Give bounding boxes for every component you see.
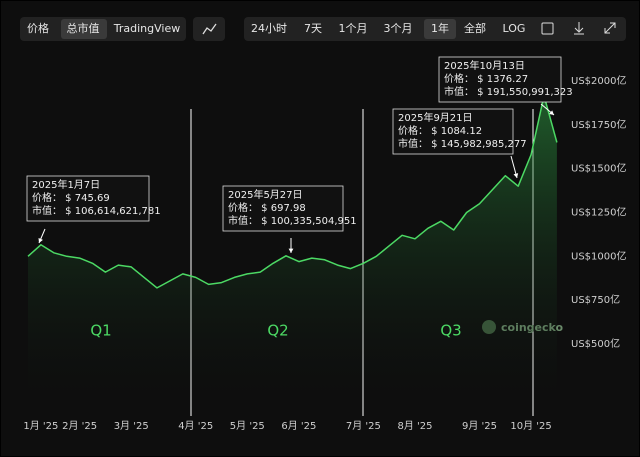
range-tab[interactable]: 3个月	[384, 22, 413, 35]
calendar-icon[interactable]	[541, 22, 554, 35]
download-icon[interactable]	[574, 22, 584, 35]
y-tick-label: US$1750亿	[571, 118, 626, 131]
toolbar-tab[interactable]: 总市值	[67, 21, 100, 35]
expand-icon[interactable]	[604, 22, 616, 34]
annotation-text: 2025年10月13日	[444, 59, 525, 72]
x-tick-label: 8月 '25	[397, 420, 432, 432]
x-tick-label: 2月 '25	[62, 420, 97, 432]
chart-icon	[202, 23, 217, 35]
y-tick-label: US$2000亿	[571, 74, 626, 87]
arrow-head	[38, 238, 43, 243]
range-tab[interactable]: 7天	[304, 22, 322, 35]
annotation-box	[26, 175, 150, 222]
x-tick-label: 6月 '25	[281, 420, 316, 432]
range-tab[interactable]: 1个月	[339, 22, 368, 35]
quarter-label: Q2	[267, 322, 288, 340]
range-tab[interactable]: LOG	[503, 22, 526, 35]
toolbar-tab[interactable]: 价格	[27, 21, 49, 35]
y-tick-label: US$1000亿	[571, 249, 626, 262]
annotation-box	[222, 185, 344, 232]
area-fill	[28, 95, 557, 416]
annotation-text: 市值： $ 106,614,621,781	[32, 204, 161, 217]
annotation-text: 价格： $ 697.98	[228, 201, 306, 214]
annotation-text: 价格： $ 1084.12	[398, 124, 482, 137]
annotation-box	[392, 108, 514, 155]
x-tick-label: 3月 '25	[114, 420, 149, 432]
y-tick-label: US$1500亿	[571, 162, 626, 175]
range-tab[interactable]: 24小时	[251, 22, 287, 35]
y-tick-label: US$1250亿	[571, 206, 626, 219]
annotation-text: 市值： $ 191,550,991,323	[444, 85, 573, 98]
annotation-text: 价格： $ 1376.27	[444, 72, 528, 85]
active-tab	[61, 19, 107, 39]
annotation-box	[438, 56, 562, 103]
x-tick-label: 10月 '25	[510, 420, 551, 432]
annotation-text: 2025年9月21日	[398, 111, 473, 124]
active-tab	[424, 19, 456, 39]
range-tab[interactable]: 全部	[464, 21, 486, 35]
arrow-head	[513, 173, 519, 178]
toolbar-tab[interactable]: TradingView	[113, 22, 180, 35]
arrow-head	[549, 110, 554, 115]
annotation-text: 2025年5月27日	[228, 188, 303, 201]
y-tick-label: US$500亿	[571, 337, 620, 350]
quarter-label: Q1	[90, 322, 111, 340]
x-tick-label: 4月 '25	[178, 420, 213, 432]
arrow-head	[288, 248, 294, 253]
x-tick-label: 9月 '25	[462, 420, 497, 432]
x-tick-label: 5月 '25	[230, 420, 265, 432]
annotation-text: 市值： $ 145,982,985,277	[398, 137, 527, 150]
x-tick-label: 7月 '25	[346, 420, 381, 432]
annotation-text: 价格： $ 745.69	[32, 191, 110, 204]
quarter-label: Q3	[440, 322, 461, 340]
x-tick-label: 1月 '25	[23, 420, 58, 432]
y-tick-label: US$750亿	[571, 293, 620, 306]
annotation-text: 市值： $ 100,335,504,951	[228, 214, 357, 227]
price-line	[27, 94, 558, 289]
annotation-text: 2025年1月7日	[32, 178, 100, 191]
range-tab[interactable]: 1年	[431, 21, 449, 35]
